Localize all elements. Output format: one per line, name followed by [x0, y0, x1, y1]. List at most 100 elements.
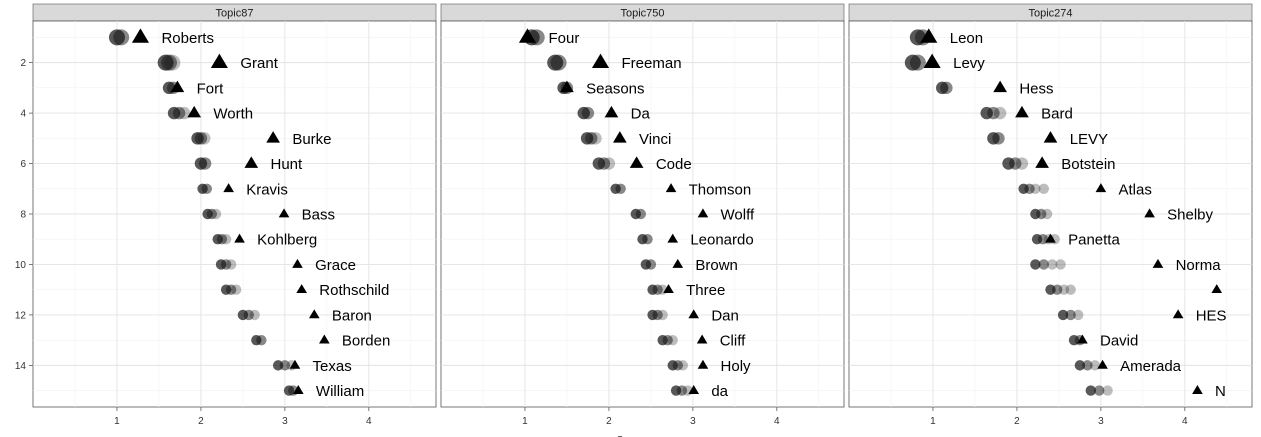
point-dot [1024, 183, 1035, 194]
point-dot [243, 309, 254, 321]
point-dot [1073, 309, 1084, 321]
point-triangle [604, 105, 619, 118]
point-dot [993, 106, 1007, 120]
point-dot [161, 54, 178, 71]
point-dot [1065, 284, 1076, 295]
point-triangle [1144, 208, 1155, 218]
word-label: Three [686, 282, 725, 299]
point-dot [1055, 259, 1066, 270]
point-triangle [591, 53, 610, 69]
point-triangle [518, 28, 537, 43]
point-dot [1041, 208, 1053, 220]
point-dot [1046, 259, 1058, 270]
word-label: Panetta [1068, 232, 1120, 249]
point-triangle [688, 309, 700, 319]
point-triangle [289, 359, 301, 369]
point-dot [172, 106, 186, 120]
point-triangle [663, 284, 674, 294]
point-triangle [266, 131, 280, 143]
word-label: Dan [711, 307, 739, 324]
point-dot [1089, 360, 1101, 371]
word-label: Seasons [586, 80, 644, 97]
point-dot [279, 360, 291, 371]
point-triangle [696, 334, 708, 344]
point-dot [225, 284, 237, 295]
word-label: Vinci [639, 131, 671, 148]
point-dot [198, 132, 211, 145]
word-label: Botstein [1061, 156, 1115, 173]
point-dot [1009, 157, 1022, 170]
point-triangle [667, 233, 679, 243]
word-label: Amerada [1120, 358, 1182, 375]
point-dot [216, 234, 228, 245]
x-tick-label: 4 [774, 416, 780, 427]
point-triangle [1095, 183, 1107, 193]
point-triangle [923, 53, 941, 69]
point-dot [602, 157, 616, 170]
word-label: da [711, 383, 728, 400]
x-tick-label: 3 [1098, 416, 1104, 427]
point-dot [992, 132, 1005, 145]
point-dot [220, 234, 232, 245]
panel-marks: Four Freeman Seasons Da Vinci Code Thomson Wolf… [518, 28, 755, 400]
point-triangle [319, 334, 330, 344]
point-dot [585, 132, 598, 145]
word-label: Texas [313, 358, 352, 375]
word-label: Roberts [161, 30, 214, 47]
point-triangle [665, 183, 677, 193]
point-triangle [223, 183, 234, 193]
point-triangle [697, 208, 709, 218]
word-label: Thomson [689, 181, 752, 198]
point-dot [210, 208, 222, 220]
point-dot [652, 309, 663, 321]
point-triangle [1043, 131, 1058, 143]
x-axis-title: S [617, 435, 624, 437]
point-triangle [234, 233, 245, 243]
point-triangle [131, 28, 150, 43]
point-triangle [1077, 334, 1088, 344]
point-dot [676, 385, 688, 396]
x-tick-label: 3 [690, 416, 696, 427]
x-tick-label: 2 [198, 416, 204, 427]
word-label: Worth [213, 106, 253, 123]
point-dot [1093, 385, 1105, 396]
point-dot [1030, 259, 1041, 270]
word-label: N [1215, 383, 1226, 400]
point-dot [1036, 208, 1047, 220]
point-dot [615, 183, 626, 194]
word-label: Bass [302, 207, 335, 224]
y-tick-label: 4 [20, 109, 26, 120]
word-label: David [1100, 333, 1138, 350]
point-dot [642, 234, 653, 245]
panel-topic750: Topic750 Four Freeman Seasons Da Vinci Code Tho… [440, 3, 845, 427]
point-triangle [292, 385, 304, 394]
x-tick-label: 2 [606, 416, 612, 427]
y-tick-label: 8 [20, 210, 26, 221]
point-dot [589, 132, 602, 145]
y-tick-label: 2 [20, 58, 26, 69]
x-tick-label: 4 [366, 416, 372, 427]
word-label: Da [631, 106, 651, 123]
point-dot [667, 334, 678, 346]
point-dot [1030, 183, 1041, 194]
point-triangle [292, 258, 303, 268]
point-dot [1057, 309, 1069, 321]
point-dot [225, 259, 237, 270]
point-dot [581, 106, 595, 120]
point-triangle [1015, 105, 1029, 118]
word-label: Freeman [622, 55, 682, 72]
point-triangle [920, 28, 938, 43]
point-dot [672, 360, 683, 371]
word-label: Kohlberg [257, 232, 317, 249]
point-triangle [170, 80, 185, 93]
point-triangle [244, 156, 259, 168]
y-tick-label: 10 [15, 260, 27, 271]
word-label: Shelby [1167, 207, 1213, 224]
y-tick-label: 14 [15, 361, 27, 372]
panel-title: Topic87 [216, 8, 254, 20]
word-label: Hess [1019, 80, 1053, 97]
word-label: Brown [695, 257, 738, 274]
point-dot [677, 360, 688, 371]
point-dot [1102, 385, 1113, 396]
